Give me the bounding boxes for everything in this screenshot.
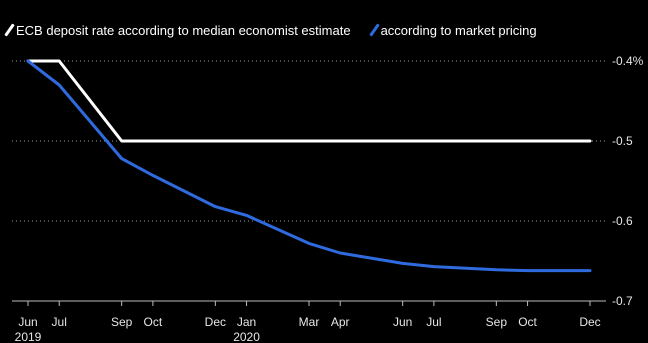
legend-label-economist: ECB deposit rate according to median eco… [16, 22, 351, 38]
line-economist-estimate [26, 59, 592, 143]
y-tick-label: -0.6 [612, 214, 633, 228]
x-tick-label: Jul [426, 315, 441, 329]
legend-item-market: according to market pricing [368, 22, 537, 38]
y-tick-label: -0.7 [612, 294, 633, 308]
x-tick-label: Apr [331, 315, 350, 329]
x-tick-label: Dec [205, 315, 226, 329]
y-axis-labels: -0.4% -0.5 -0.6 -0.7 [612, 54, 644, 308]
series-lines [26, 59, 592, 273]
x-tick-year-label: 2020 [233, 330, 260, 343]
x-tick-label: Jul [52, 315, 67, 329]
x-tick-label: Sep [486, 315, 508, 329]
line-market-pricing [26, 59, 592, 273]
y-tick-label: -0.4% [612, 54, 644, 68]
x-tick-label: Jun [18, 315, 37, 329]
x-tick-label: Sep [111, 315, 133, 329]
x-tick-label: Mar [299, 315, 320, 329]
x-tick-label: Jan [237, 315, 256, 329]
x-axis [12, 300, 606, 306]
x-tick-label: Jun [393, 315, 412, 329]
x-tick-year-label: 2019 [15, 330, 42, 343]
legend-label-market: according to market pricing [380, 22, 537, 38]
x-tick-label: Oct [518, 315, 537, 329]
x-tick-label: Oct [144, 315, 163, 329]
y-tick-label: -0.5 [612, 134, 633, 148]
chart-legend: ECB deposit rate according to median eco… [4, 20, 537, 40]
x-tick-label: Dec [579, 315, 600, 329]
legend-item-economist: ECB deposit rate according to median eco… [4, 22, 351, 38]
